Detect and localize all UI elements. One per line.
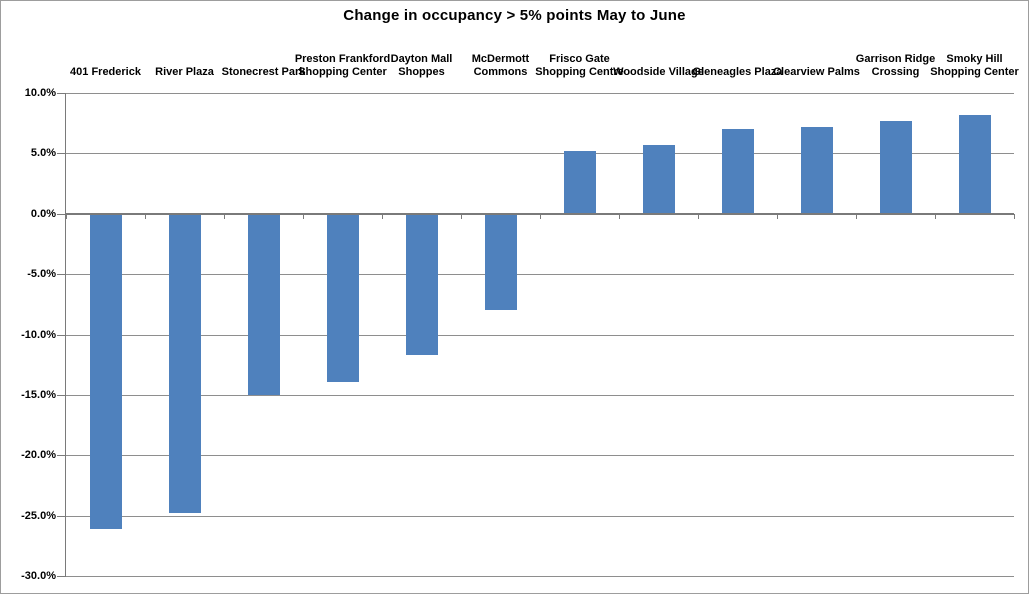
x-axis-tick — [66, 213, 67, 219]
category-label-line: Stonecrest Park — [221, 66, 306, 78]
category-label-line: Shoppes — [398, 66, 445, 78]
y-axis-tick — [57, 394, 66, 396]
category-label-line: Frisco Gate — [549, 53, 610, 65]
bar — [642, 144, 675, 214]
x-axis-tick — [145, 213, 146, 219]
category-label: Garrison Ridge Crossing — [839, 47, 953, 79]
category-label-line: Garrison Ridge — [855, 53, 936, 65]
bar — [563, 150, 596, 214]
y-axis-tick — [57, 93, 66, 94]
bar — [484, 213, 517, 311]
bar — [168, 213, 201, 514]
gridline — [66, 455, 1014, 457]
y-tick-label: 5.0% — [30, 147, 56, 160]
bar — [326, 213, 359, 382]
y-axis-tick — [57, 455, 66, 457]
category-label: Clearview Palms — [760, 47, 874, 79]
category-label: Preston Frankford Shopping Center — [286, 47, 400, 79]
x-axis-tick — [856, 213, 857, 219]
category-label-line: Shopping Center — [930, 66, 1019, 78]
y-tick-label: -15.0% — [21, 388, 56, 401]
gridline — [66, 274, 1014, 276]
bar — [800, 126, 833, 214]
y-axis-tick — [57, 515, 66, 517]
x-axis-tick — [540, 213, 541, 219]
y-axis-tick — [57, 153, 66, 155]
category-label: Dayton Mall Shoppes — [365, 47, 479, 79]
y-tick-label: -20.0% — [21, 449, 56, 462]
y-tick-label: -30.0% — [21, 570, 56, 582]
y-tick-label: -25.0% — [21, 509, 56, 522]
chart-title: Change in occupancy > 5% points May to J… — [343, 7, 686, 24]
gridline — [66, 93, 1014, 94]
y-axis-tick — [57, 334, 66, 336]
category-label: Stonecrest Park — [207, 47, 321, 79]
bar — [958, 114, 991, 214]
gridline — [66, 153, 1014, 155]
category-label: Woodside Village — [602, 47, 716, 79]
bar — [89, 213, 122, 529]
category-label: Frisco Gate Shopping Centre — [523, 47, 637, 79]
y-tick-label: 0.0% — [30, 207, 56, 220]
category-label-line: McDermott — [471, 53, 530, 65]
category-label-line: Shopping Center — [298, 66, 387, 78]
x-axis-tick — [224, 213, 225, 219]
y-tick-label: -10.0% — [21, 328, 56, 341]
gridline — [66, 576, 1014, 577]
category-label-line: River Plaza — [155, 66, 214, 78]
y-tick-label: -5.0% — [27, 268, 56, 281]
x-axis-tick — [698, 213, 699, 219]
y-axis-tick — [57, 213, 66, 215]
x-axis-tick — [935, 213, 936, 219]
category-label-line: Commons — [473, 66, 528, 78]
y-axis-tick — [57, 274, 66, 276]
category-label-line: Gleneagles Plaza — [692, 66, 783, 78]
x-axis-tick — [382, 213, 383, 219]
gridline — [66, 515, 1014, 517]
category-label: 401 Frederick — [49, 47, 163, 79]
category-label-line: Clearview Palms — [773, 66, 860, 78]
category-label: McDermott Commons — [444, 47, 558, 79]
category-label-line: Smoky Hill — [946, 53, 1003, 65]
bar — [405, 213, 438, 356]
category-label-line: Dayton Mall — [390, 53, 453, 65]
bar — [247, 213, 280, 395]
x-axis-tick — [619, 213, 620, 219]
y-axis-tick — [57, 576, 66, 577]
category-label-line: Preston Frankford — [294, 53, 391, 65]
x-axis-tick — [1014, 213, 1015, 219]
x-axis-tick — [777, 213, 778, 219]
category-label-line: Shopping Centre — [535, 66, 624, 78]
category-label: River Plaza — [128, 47, 242, 79]
category-label: Smoky Hill Shopping Center — [918, 47, 1029, 79]
gridline — [66, 394, 1014, 396]
category-label-line: Crossing — [871, 66, 920, 78]
y-axis-line — [65, 93, 66, 576]
category-label-line: Woodside Village — [613, 66, 704, 78]
bar — [879, 120, 912, 214]
bar — [721, 129, 754, 214]
y-tick-label: 10.0% — [24, 87, 56, 99]
category-label: Gleneagles Plaza — [681, 47, 795, 79]
x-axis-tick — [461, 213, 462, 219]
x-axis-tick — [303, 213, 304, 219]
category-label-line: 401 Frederick — [70, 66, 141, 78]
gridline — [66, 334, 1014, 336]
